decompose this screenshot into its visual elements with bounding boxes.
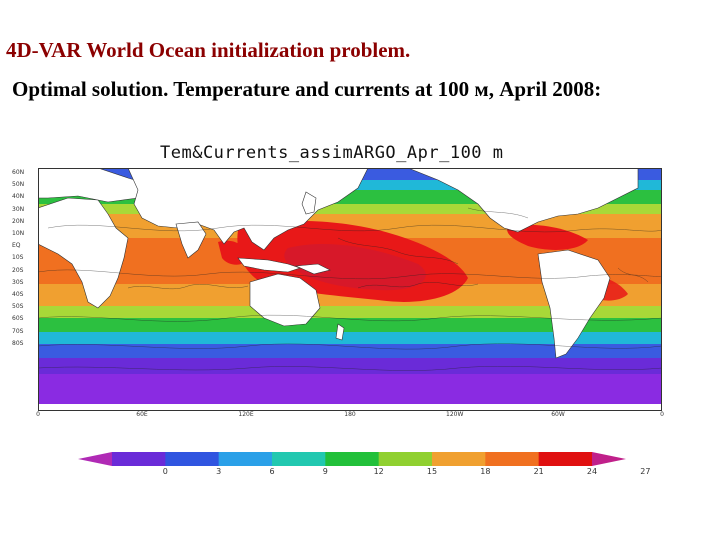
colorbar-tick-label: 21 <box>533 467 544 476</box>
band-south-cyan <box>38 332 662 346</box>
warm-pool-core <box>284 243 426 291</box>
band-south-indigo <box>38 358 662 376</box>
lat-label: 20N <box>12 217 25 225</box>
colorbar-segment <box>218 452 273 466</box>
lat-label: 40N <box>12 193 25 201</box>
land-africa <box>38 197 129 309</box>
colorbar-tick-label: 0 <box>162 467 168 476</box>
lat-label: 30S <box>12 278 24 286</box>
colorbar-tick-label: 9 <box>322 467 328 476</box>
land-australia <box>249 273 321 327</box>
band-south-yg <box>38 306 662 320</box>
land-antarctica <box>38 404 662 411</box>
lat-label: 50N <box>12 181 25 189</box>
colorbar-segment <box>378 452 433 466</box>
map-title: Tem&Currents_assimARGO_Apr_100 m <box>160 143 504 163</box>
lat-label: 60S <box>12 315 24 323</box>
land-indonesia <box>237 257 301 273</box>
lat-label: 20S <box>12 266 24 274</box>
temperature-map <box>38 168 662 411</box>
lon-label: 60E <box>136 411 148 418</box>
lat-label: 30N <box>12 205 25 213</box>
slide-title-line1: 4D-VAR World Ocean initialization proble… <box>6 38 411 62</box>
lat-label: 40S <box>12 291 24 298</box>
land-europe <box>38 168 149 203</box>
lon-label: 120E <box>238 411 254 418</box>
lon-label: 0 <box>36 411 40 418</box>
colorbar-tick-label: 24 <box>586 467 598 476</box>
colorbar <box>78 452 626 466</box>
colorbar-min-arrow <box>78 452 112 466</box>
colorbar-segment <box>485 452 540 466</box>
lat-label: 70S <box>12 327 24 335</box>
colorbar-tick-label: 6 <box>269 467 275 476</box>
lon-label: 0 <box>660 411 664 418</box>
lat-label: 80S <box>12 339 24 347</box>
band-south-blue <box>38 344 662 360</box>
warm-indian <box>146 241 223 270</box>
colorbar-segment <box>272 452 326 466</box>
colorbar-segment <box>112 452 166 466</box>
colorbar-tick-label: 27 <box>640 467 651 476</box>
land-asia <box>127 168 369 251</box>
colorbar-tick-label: 3 <box>216 467 222 476</box>
slide-title-line2: Optimal solution. Temperature and curren… <box>12 77 602 101</box>
lat-label: 10N <box>12 230 25 237</box>
lon-label: 180 <box>344 411 356 418</box>
colorbar-segment <box>538 452 593 466</box>
land-japan <box>301 191 317 215</box>
colorbar-segment <box>325 452 380 466</box>
land-south-america <box>537 249 611 359</box>
land-new-guinea <box>294 263 331 275</box>
colorbar-max-arrow <box>592 452 626 466</box>
current-lines <box>38 207 662 371</box>
colorbar-tick-label: 18 <box>480 467 491 476</box>
colorbar-segment <box>432 452 486 466</box>
band-south-green <box>38 318 662 334</box>
lon-label: 120W <box>446 411 464 418</box>
lat-label: 60N <box>12 169 25 176</box>
lat-label: EQ <box>12 242 21 250</box>
colorbar-tick-label: 15 <box>426 467 438 476</box>
lat-label: 50S <box>12 303 24 311</box>
lon-label: 60W <box>551 411 565 418</box>
land-north-america <box>407 168 639 233</box>
colorbar-tick-label: 12 <box>373 467 384 476</box>
lat-label: 10S <box>12 254 24 262</box>
land-new-zealand <box>335 323 345 341</box>
colorbar-segment <box>165 452 220 466</box>
